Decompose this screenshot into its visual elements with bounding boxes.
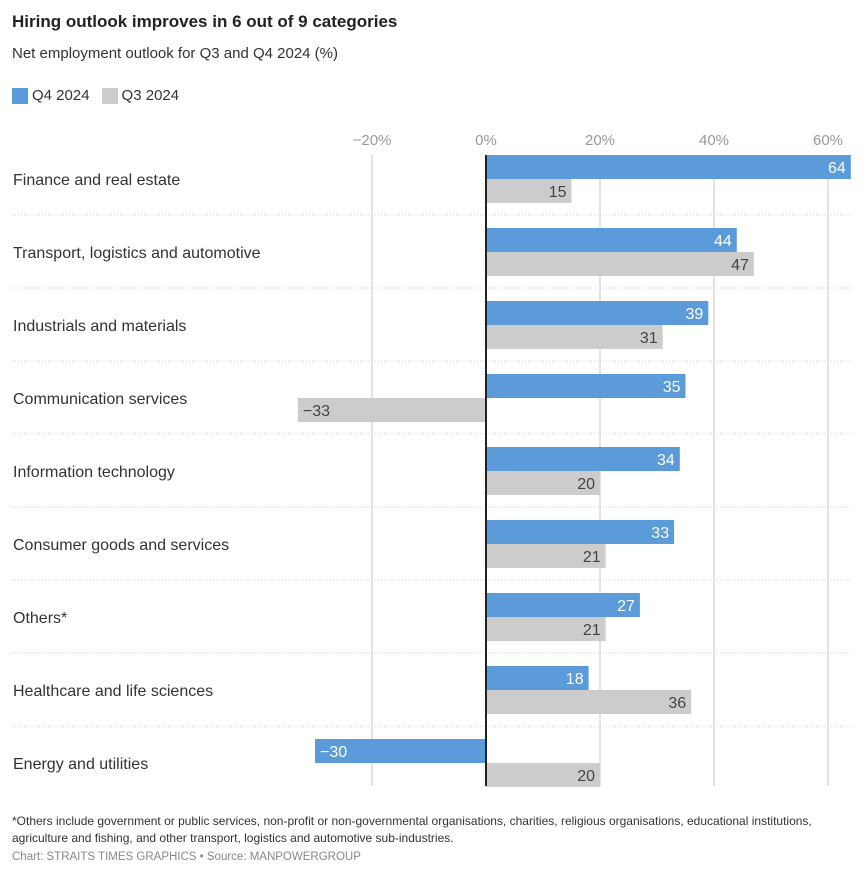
bar-q4 xyxy=(486,593,640,617)
bar-q3 xyxy=(486,617,606,641)
category-label: Energy and utilities xyxy=(13,756,148,773)
chart-subtitle: Net employment outlook for Q3 and Q4 202… xyxy=(12,45,339,62)
data-label: 34 xyxy=(657,452,675,469)
credit: Chart: STRAITS TIMES GRAPHICS • Source: … xyxy=(12,851,361,863)
chart-title: Hiring outlook improves in 6 out of 9 ca… xyxy=(12,12,398,31)
bar-q3 xyxy=(486,690,692,714)
data-label: 21 xyxy=(583,549,601,566)
data-label: 20 xyxy=(577,768,595,785)
category-label: Finance and real estate xyxy=(13,172,180,189)
bar-q4 xyxy=(486,520,675,544)
category-label: Industrials and materials xyxy=(13,318,186,335)
bar-q4 xyxy=(486,666,589,690)
legend-swatch-q3 xyxy=(101,87,118,104)
legend-item-q3: Q3 2024 xyxy=(101,87,180,104)
footnote: *Others include government or public ser… xyxy=(12,814,812,845)
legend-swatch-q4 xyxy=(12,87,28,104)
category-label: Communication services xyxy=(13,391,187,408)
data-label: 47 xyxy=(731,257,749,274)
x-tick-label: 40% xyxy=(699,132,729,149)
legend: Q4 2024 Q3 2024 xyxy=(12,87,179,104)
bar-q3 xyxy=(486,544,606,568)
data-label: 33 xyxy=(651,525,669,542)
legend-item-q4: Q4 2024 xyxy=(12,87,90,104)
data-label: −30 xyxy=(320,744,347,761)
x-tick-label: 60% xyxy=(813,132,843,149)
category-label: Consumer goods and services xyxy=(13,537,229,554)
bar-q4 xyxy=(315,739,486,763)
category-label: Transport, logistics and automotive xyxy=(13,245,261,262)
category-label: Others* xyxy=(13,610,67,627)
bar-q3 xyxy=(486,763,600,787)
data-label: −33 xyxy=(303,403,330,420)
data-label: 27 xyxy=(617,598,635,615)
bar-q3 xyxy=(486,325,663,349)
bar-q3 xyxy=(486,179,572,203)
bar-q4 xyxy=(486,447,680,471)
legend-label-q4: Q4 2024 xyxy=(32,87,90,104)
data-label: 35 xyxy=(663,379,681,396)
data-label: 18 xyxy=(566,671,584,688)
bar-q3 xyxy=(486,252,754,276)
bar-q4 xyxy=(486,155,851,179)
data-label: 21 xyxy=(583,622,601,639)
data-label: 15 xyxy=(549,184,567,201)
x-tick-label: 0% xyxy=(475,132,497,149)
category-label: Healthcare and life sciences xyxy=(13,683,213,700)
data-label: 44 xyxy=(714,233,732,250)
data-label: 20 xyxy=(577,476,595,493)
data-label: 64 xyxy=(828,160,846,177)
category-label: Information technology xyxy=(13,464,175,481)
bar-q3 xyxy=(486,471,600,495)
bar-q4 xyxy=(486,301,709,325)
data-label: 39 xyxy=(686,306,704,323)
bar-q4 xyxy=(486,228,737,252)
bar-q4 xyxy=(486,374,686,398)
x-tick-label: 20% xyxy=(585,132,615,149)
bar-q3 xyxy=(297,398,486,422)
legend-label-q3: Q3 2024 xyxy=(121,87,180,104)
x-tick-label: −20% xyxy=(353,132,392,149)
data-label: 31 xyxy=(640,330,658,347)
data-label: 36 xyxy=(668,695,686,712)
